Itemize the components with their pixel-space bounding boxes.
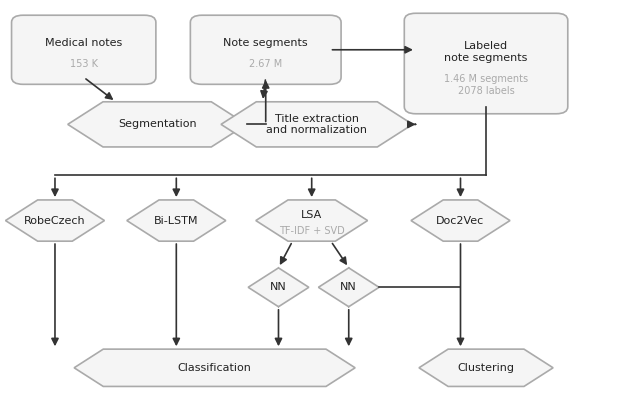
Text: 153 K: 153 K (70, 59, 98, 69)
Polygon shape (68, 102, 246, 147)
Text: Title extraction
and normalization: Title extraction and normalization (266, 113, 367, 135)
Text: NN: NN (340, 282, 357, 292)
Polygon shape (6, 200, 104, 241)
FancyBboxPatch shape (12, 15, 156, 84)
Text: Doc2Vec: Doc2Vec (436, 216, 484, 225)
Polygon shape (256, 200, 367, 241)
Polygon shape (319, 268, 379, 307)
Text: NN: NN (270, 282, 287, 292)
Text: 1.46 M segments
2078 labels: 1.46 M segments 2078 labels (444, 74, 528, 96)
Polygon shape (221, 102, 413, 147)
Text: Bi-LSTM: Bi-LSTM (154, 216, 198, 225)
Text: Medical notes: Medical notes (45, 37, 122, 48)
Text: Note segments: Note segments (223, 37, 308, 48)
Text: 2.67 M: 2.67 M (249, 59, 282, 69)
Polygon shape (248, 268, 309, 307)
FancyBboxPatch shape (404, 13, 568, 114)
Polygon shape (419, 349, 553, 387)
Text: Segmentation: Segmentation (118, 119, 196, 129)
Text: LSA: LSA (301, 210, 323, 220)
Text: TF-IDF + SVD: TF-IDF + SVD (279, 226, 344, 236)
Polygon shape (127, 200, 226, 241)
Polygon shape (74, 349, 355, 387)
Text: RobeCzech: RobeCzech (24, 216, 86, 225)
FancyBboxPatch shape (190, 15, 341, 84)
Polygon shape (411, 200, 510, 241)
Text: Clustering: Clustering (458, 363, 515, 373)
Text: Classification: Classification (178, 363, 252, 373)
Text: Labeled
note segments: Labeled note segments (444, 41, 528, 63)
